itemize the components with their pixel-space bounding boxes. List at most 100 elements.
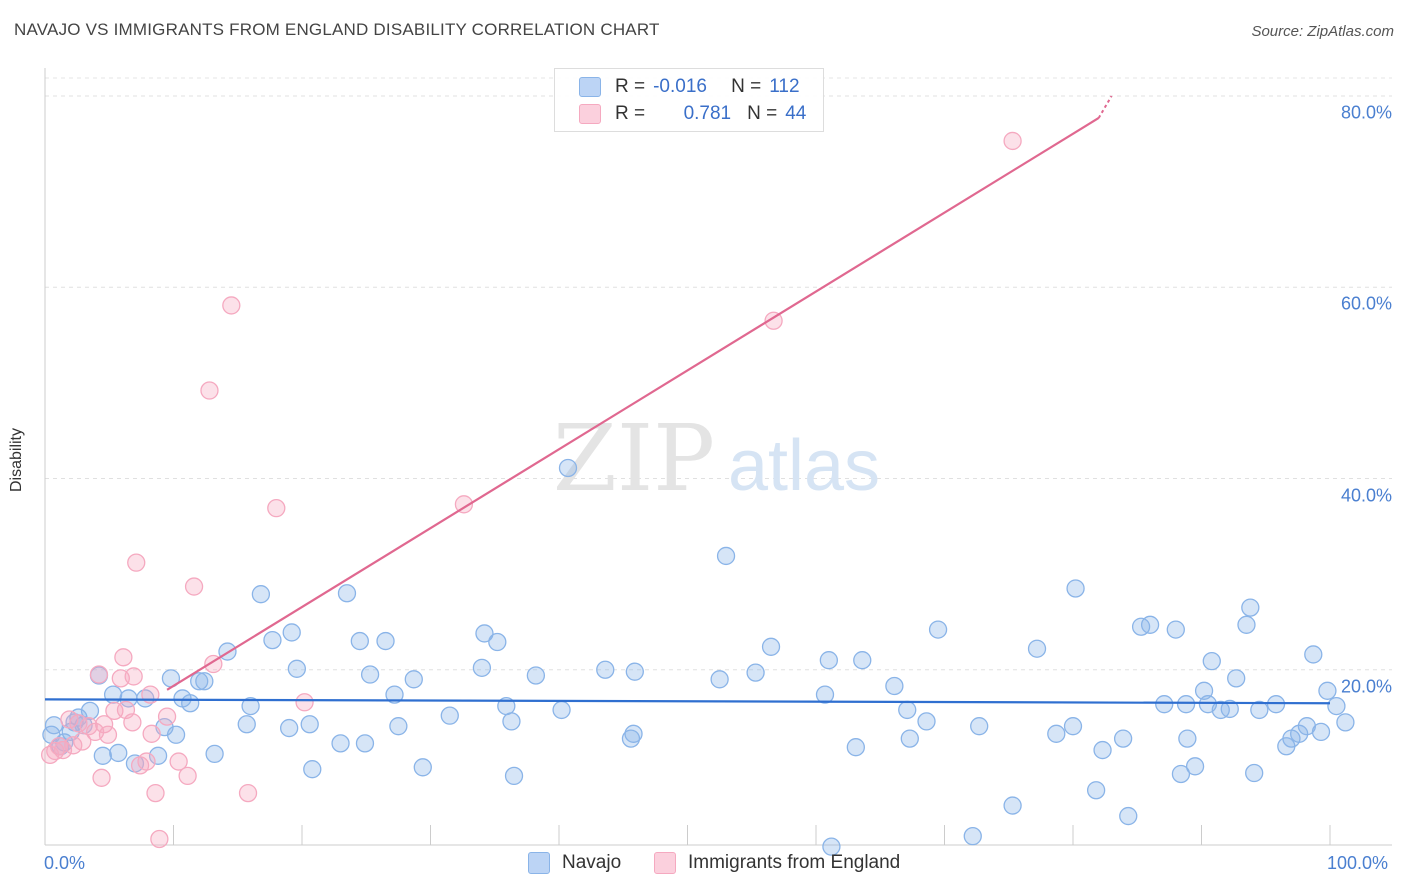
navajo-point xyxy=(337,584,357,603)
navajo-point xyxy=(44,716,64,735)
navajo-point xyxy=(746,663,765,682)
navajo-point xyxy=(898,700,917,720)
navajo-point xyxy=(1113,729,1133,748)
navajo-point xyxy=(376,631,395,651)
navajo-point xyxy=(300,715,319,734)
england-point xyxy=(92,768,111,787)
navajo-point xyxy=(181,694,200,713)
stats-legend: R = -0.016 N = 112 R = 0.781 N = 44 xyxy=(554,68,824,132)
bottom-legend-swatch-navajo xyxy=(528,852,550,874)
watermark-atlas: atlas xyxy=(728,426,880,506)
legend-row-england: R = 0.781 N = 44 xyxy=(579,102,806,126)
legend-r-value: 0.781 xyxy=(683,103,732,124)
navajo-point xyxy=(761,637,781,656)
y-tick-label: 60.0% xyxy=(1340,293,1392,314)
navajo-point xyxy=(263,630,282,650)
england-point xyxy=(123,713,142,732)
navajo-point xyxy=(355,734,375,753)
navajo-point xyxy=(440,706,459,725)
navajo-point xyxy=(1327,696,1346,716)
navajo-point xyxy=(846,738,865,757)
navajo-point xyxy=(404,670,423,689)
navajo-point xyxy=(552,700,571,720)
navajo-point xyxy=(1318,681,1337,700)
england-point xyxy=(184,577,204,596)
trend-lines xyxy=(44,95,1331,705)
navajo-point xyxy=(1166,620,1185,639)
navajo-point xyxy=(710,670,729,689)
chart-source: Source: ZipAtlas.com xyxy=(1251,23,1394,40)
england-point xyxy=(454,495,474,514)
navajo-point xyxy=(1245,763,1264,783)
navajo-point xyxy=(1119,806,1138,826)
navajo-point xyxy=(1086,781,1106,800)
england-point xyxy=(60,710,79,729)
watermark-zip: ZIP xyxy=(553,405,715,512)
navajo-point xyxy=(331,734,350,753)
england-point xyxy=(53,740,73,760)
watermark: ZIP atlas xyxy=(553,405,880,512)
navajo-point xyxy=(385,685,404,704)
navajo-point xyxy=(413,758,432,777)
navajo-point xyxy=(716,546,736,566)
england-point xyxy=(178,766,197,786)
navajo-point xyxy=(282,623,301,642)
navajo-point xyxy=(624,724,643,743)
navajo-point xyxy=(815,685,835,704)
chart-title: NAVAJO VS IMMIGRANTS FROM ENGLAND DISABI… xyxy=(14,20,660,39)
england-point xyxy=(89,665,109,684)
navajo-point xyxy=(1311,722,1331,742)
bottom-legend-label-england: Immigrants from England xyxy=(688,852,901,873)
navajo-point xyxy=(502,712,521,731)
navajo-point xyxy=(1336,713,1355,732)
england-point xyxy=(73,732,92,751)
navajo-point xyxy=(1237,615,1256,634)
england-point xyxy=(200,381,219,400)
series-immigrants-from-england xyxy=(40,131,1022,849)
navajo-point xyxy=(1155,695,1174,714)
england-point xyxy=(169,752,188,771)
navajo-point xyxy=(389,717,408,736)
navajo-point xyxy=(504,766,524,786)
navajo-point xyxy=(1220,699,1239,719)
bottom-legend-england: Immigrants from England xyxy=(654,852,900,874)
navajo-point xyxy=(241,696,260,716)
england-point xyxy=(238,783,258,803)
england-point xyxy=(127,553,146,572)
navajo-point xyxy=(166,725,186,744)
england-point xyxy=(94,715,114,734)
navajo-point xyxy=(1003,796,1022,815)
navajo-point xyxy=(195,672,214,691)
navajo-point xyxy=(1202,651,1221,671)
england-point xyxy=(157,707,177,726)
navajo-point xyxy=(621,729,641,748)
legend-n-value: 44 xyxy=(785,103,807,124)
navajo-point xyxy=(1063,717,1083,736)
navajo-point xyxy=(917,712,936,731)
england-point xyxy=(124,667,143,686)
axes xyxy=(44,68,1392,846)
bottom-legend-label-navajo: Navajo xyxy=(562,852,622,873)
navajo-point xyxy=(1304,645,1323,664)
navajo-point xyxy=(558,458,578,478)
navajo-point xyxy=(237,715,256,734)
navajo-point xyxy=(251,585,271,604)
navajo-point xyxy=(885,676,904,696)
navajo-point xyxy=(526,666,546,685)
england-point xyxy=(222,296,241,315)
navajo-point xyxy=(1131,617,1151,636)
legend-n-value: 112 xyxy=(769,76,800,97)
navajo-point xyxy=(1093,740,1112,760)
navajo-point xyxy=(900,729,919,748)
navajo-point xyxy=(287,659,307,678)
navajo-point xyxy=(488,632,507,652)
navajo-point xyxy=(928,620,948,639)
legend-swatch-england xyxy=(579,104,601,124)
england-point xyxy=(98,725,118,744)
navajo-point xyxy=(853,651,872,670)
legend-r-value: -0.016 xyxy=(653,76,707,97)
navajo-point xyxy=(1176,695,1196,714)
navajo-point xyxy=(1185,757,1205,776)
navajo-point xyxy=(963,826,982,846)
